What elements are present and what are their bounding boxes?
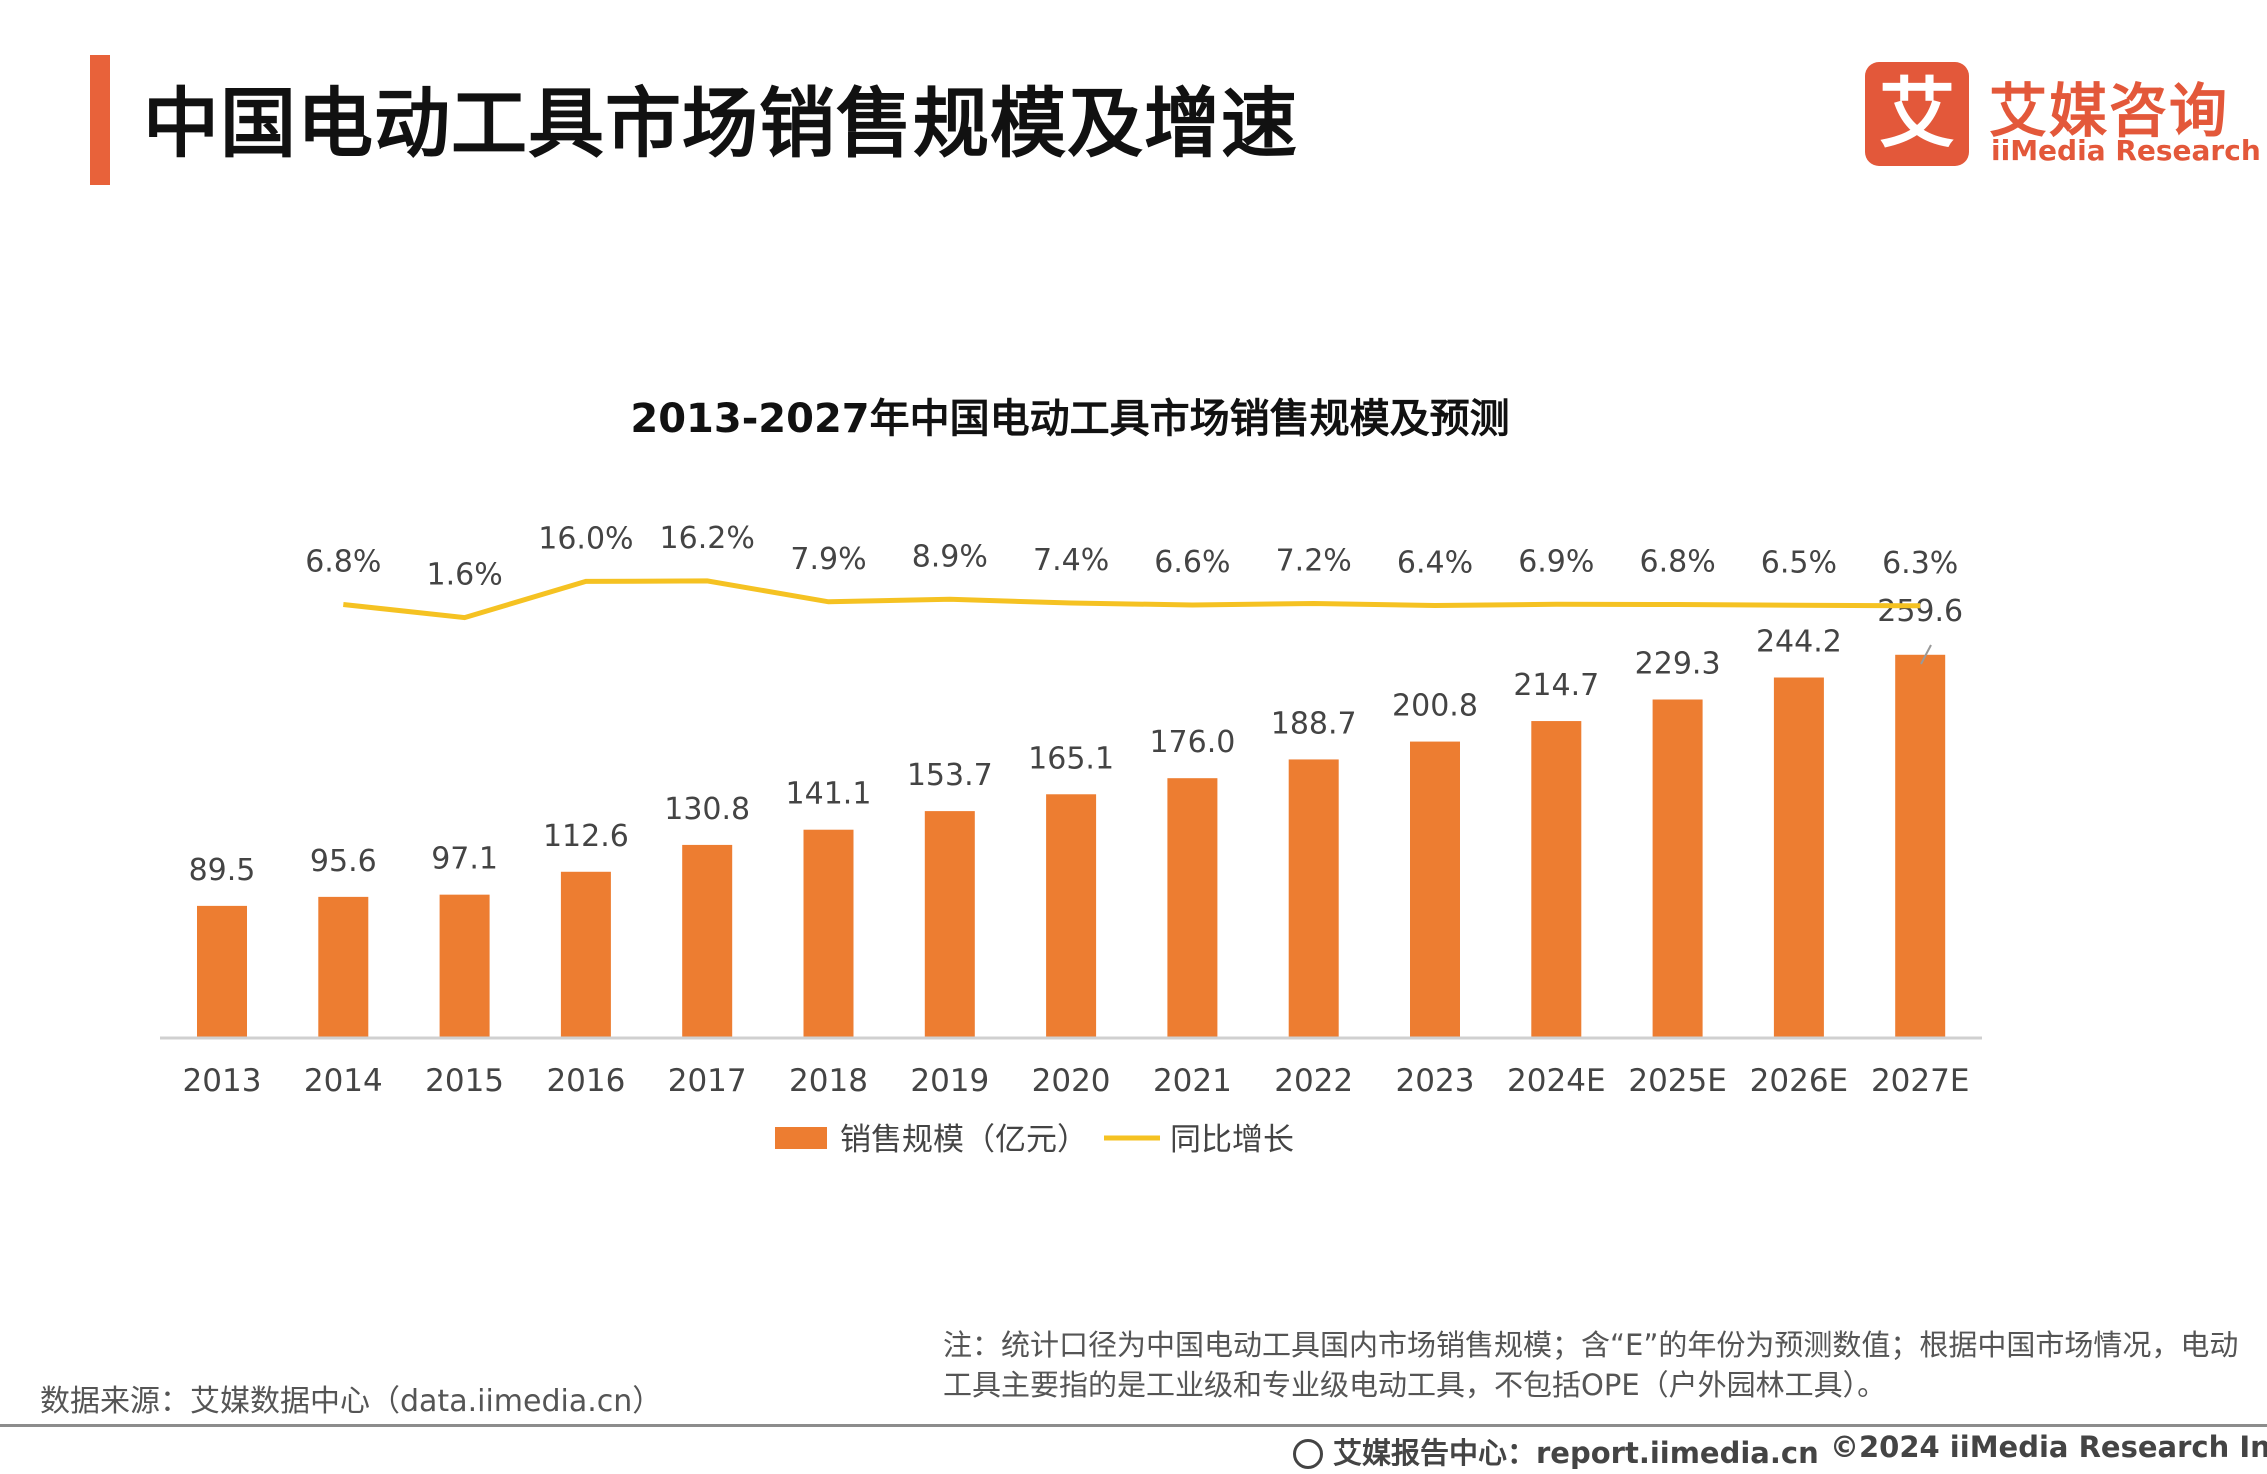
bar <box>1288 759 1339 1038</box>
bar-value-label: 259.6 <box>1877 594 1963 629</box>
growth-value-label: 6.3% <box>1882 546 1958 581</box>
growth-line <box>343 578 1921 621</box>
x-tick-label: 2022 <box>1274 1063 1353 1099</box>
growth-value-label: 6.9% <box>1518 544 1594 579</box>
bar <box>924 811 975 1038</box>
growth-value-labels: 6.8% 1.6% 16.0% 16.2% 7.9% 8.9% 7.4% 6.6% 7.2% 6.… <box>305 521 1958 593</box>
legend-line-label: 同比增长 <box>1170 1122 1294 1158</box>
growth-value-label: 6.5% <box>1761 545 1837 580</box>
footer-report-center[interactable]: 艾媒报告中心：report.iimedia.cn <box>1293 1430 1819 1472</box>
bar-value-label: 214.7 <box>1513 668 1599 703</box>
logo-mark-icon: 艾 <box>1865 62 1969 166</box>
x-tick-label: 2019 <box>910 1063 989 1099</box>
x-tick-label: 2018 <box>789 1063 868 1099</box>
bar <box>560 871 611 1038</box>
page-title: 中国电动工具市场销售规模及增速 <box>143 79 1298 168</box>
x-axis-tick-labels: 2013 2014 2015 2016 2017 2018 2019 2020 2021 2022… <box>183 1063 1970 1099</box>
footer-copyright: ©2024 iiMedia Research Inc <box>1830 1430 2267 1464</box>
logo-text-en: iiMedia Research <box>1991 134 2261 167</box>
bar-value-label: 95.6 <box>310 844 377 879</box>
growth-value-label: 6.6% <box>1154 545 1230 580</box>
growth-value-label: 16.0% <box>538 521 633 556</box>
bar <box>803 829 854 1038</box>
bar <box>318 896 369 1038</box>
growth-value-label: 6.4% <box>1397 546 1473 581</box>
x-tick-label: 2017 <box>668 1063 747 1099</box>
bar-value-label: 130.8 <box>664 792 750 827</box>
bar-value-label: 165.1 <box>1028 741 1114 776</box>
footer-report-text: 艾媒报告中心：report.iimedia.cn <box>1333 1436 1819 1470</box>
bar <box>197 905 247 1038</box>
bar-value-labels: 89.5 95.6 97.1 112.6 130.8 141.1 153.7 165.1 176… <box>189 594 1964 888</box>
title-accent-bar <box>90 55 110 185</box>
bar <box>1773 677 1824 1038</box>
data-source: 数据来源：艾媒数据中心（data.iimedia.cn） <box>40 1384 663 1419</box>
x-tick-label: 2016 <box>546 1063 625 1099</box>
bar <box>1531 721 1582 1038</box>
growth-value-label: 7.2% <box>1276 544 1352 579</box>
bar-value-label: 176.0 <box>1149 725 1235 760</box>
chart-note: 注：统计口径为中国电动工具国内市场销售规模；含“E”的年份为预测数值；根据中国市… <box>943 1328 2239 1402</box>
bar <box>1167 778 1218 1038</box>
bar-series <box>197 654 1946 1038</box>
growth-value-label: 7.4% <box>1033 543 1109 578</box>
x-tick-label: 2013 <box>183 1063 262 1099</box>
bar <box>1895 654 1946 1038</box>
bar-value-label: 112.6 <box>543 819 629 854</box>
globe-icon <box>1293 1439 1323 1469</box>
bar-value-label: 97.1 <box>431 842 498 877</box>
bar-value-label: 188.7 <box>1271 706 1357 741</box>
legend-bar-swatch <box>775 1127 827 1149</box>
growth-value-label: 8.9% <box>912 539 988 574</box>
growth-value-label: 1.6% <box>426 558 502 593</box>
x-tick-label: 2027E <box>1871 1063 1969 1099</box>
bar <box>1652 699 1703 1038</box>
x-tick-label: 2023 <box>1396 1063 1475 1099</box>
x-tick-label: 2026E <box>1750 1063 1848 1099</box>
growth-value-label: 7.9% <box>790 542 866 577</box>
bar-value-label: 244.2 <box>1756 625 1842 660</box>
bar-value-label: 229.3 <box>1635 647 1721 682</box>
bar <box>439 894 490 1038</box>
bar <box>682 844 733 1038</box>
bar-value-label: 153.7 <box>907 758 993 793</box>
logo-text-cn: 艾媒咨询 <box>1989 77 2230 145</box>
chart-title: 2013-2027年中国电动工具市场销售规模及预测 <box>630 396 1509 442</box>
bar <box>1046 794 1097 1038</box>
x-tick-label: 2015 <box>425 1063 504 1099</box>
growth-value-label: 6.8% <box>305 545 381 580</box>
bar-value-label: 200.8 <box>1392 689 1478 724</box>
brand-logo: 艾 艾媒咨询 iiMedia Research <box>1865 62 2261 172</box>
growth-value-label: 16.2% <box>660 521 755 556</box>
label-leader-line <box>1920 644 1932 665</box>
footer-divider <box>0 1424 2267 1427</box>
legend-bar-label: 销售规模（亿元） <box>840 1122 1088 1158</box>
x-tick-label: 2021 <box>1153 1063 1232 1099</box>
bar-value-label: 141.1 <box>786 777 872 812</box>
legend: 销售规模（亿元） 同比增长 <box>775 1122 1294 1158</box>
x-tick-label: 2024E <box>1507 1063 1605 1099</box>
bar-value-label: 89.5 <box>189 853 256 888</box>
x-tick-label: 2025E <box>1628 1063 1726 1099</box>
bar <box>1410 741 1460 1038</box>
x-tick-label: 2014 <box>304 1063 383 1099</box>
x-tick-label: 2020 <box>1032 1063 1111 1099</box>
growth-value-label: 6.8% <box>1639 545 1715 580</box>
